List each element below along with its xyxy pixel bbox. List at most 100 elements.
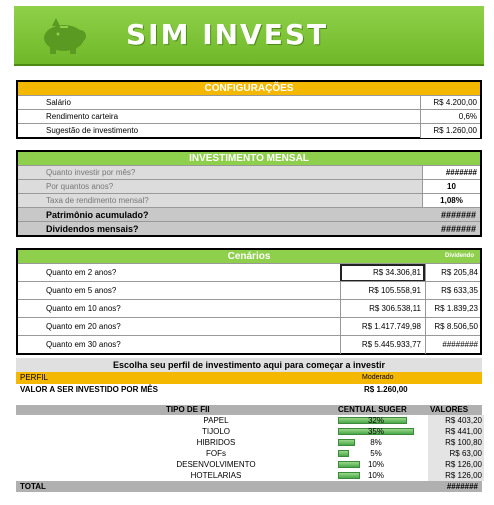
cenario-value-cell[interactable]: R$ 5.445.933,77 xyxy=(340,336,425,354)
cenario-dividendo-cell[interactable]: R$ 8.506,50 xyxy=(425,318,480,336)
cenario-dividendo-cell[interactable]: R$ 1.839,23 xyxy=(425,300,480,318)
fii-pct-bar-fill xyxy=(338,417,408,424)
fii-name: HOTELARIAS xyxy=(190,471,242,480)
cenario-value-cell[interactable]: R$ 306.538,11 xyxy=(340,300,425,318)
cenario-row: Quanto em 10 anos? R$ 306.538,11 R$ 1.83… xyxy=(18,299,480,318)
cenario-label: Quanto em 2 anos? xyxy=(46,268,117,277)
perfil-select[interactable]: Moderado xyxy=(362,374,394,381)
fii-pct-bar xyxy=(338,417,414,424)
patrimonio-value: ####### xyxy=(440,210,476,220)
invest-row: Dividendos mensais? ####### xyxy=(18,221,480,235)
perfil-row: PERFIL Moderado xyxy=(16,372,482,384)
fii-table: TIPO DE FII CENTUAL SUGER VALORES PAPEL 3… xyxy=(16,405,484,492)
invest-label: Por quantos anos? xyxy=(46,182,114,191)
investir-mes-cell[interactable]: ####### xyxy=(422,166,480,180)
fii-valor[interactable]: R$ 126,00 xyxy=(428,470,484,481)
config-label: Salário xyxy=(46,98,71,107)
config-label: Sugestão de investimento xyxy=(46,126,139,135)
perfil-section: Escolha seu perfil de investimento aqui … xyxy=(16,358,482,396)
piggy-bank-icon xyxy=(44,18,86,54)
fii-pct-bar xyxy=(338,439,414,446)
config-row-salario: Salário R$ 4.200,00 xyxy=(18,95,480,110)
app-banner: SIM INVEST xyxy=(14,6,484,66)
fii-pct: 35% xyxy=(367,427,384,436)
fii-name: FOFs xyxy=(206,449,226,458)
salario-cell[interactable]: R$ 4.200,00 xyxy=(420,96,480,110)
fii-col-pct: CENTUAL SUGER xyxy=(338,405,407,414)
fii-total-row: TOTAL ####### xyxy=(16,481,482,492)
cenario-value-cell[interactable]: R$ 105.558,91 xyxy=(340,282,425,300)
fii-pct: 8% xyxy=(370,438,382,447)
fii-pct-bar xyxy=(338,461,414,468)
cenario-row: Quanto em 5 anos? R$ 105.558,91 R$ 633,3… xyxy=(18,281,480,300)
cenarios-section: Cenários Dividendo Quanto em 2 anos? R$ … xyxy=(16,248,482,355)
fii-row: FOFs 5% R$ 63,00 xyxy=(16,448,484,459)
perfil-total-row: VALOR A SER INVESTIDO POR MÊS R$ 1.260,0… xyxy=(16,384,482,396)
fii-row: HIBRIDOS 8% R$ 100,80 xyxy=(16,437,484,448)
fii-valor[interactable]: R$ 403,20 xyxy=(428,415,484,426)
invest-row: Patrimônio acumulado? ####### xyxy=(18,207,480,221)
config-row-sugestao: Sugestão de investimento R$ 1.260,00 xyxy=(18,123,480,138)
sugestao-cell[interactable]: R$ 1.260,00 xyxy=(420,124,480,138)
cenarios-title: Cenários xyxy=(227,251,271,262)
dividendos-value: ####### xyxy=(440,224,476,234)
fii-col-valores: VALORES xyxy=(430,405,469,414)
cenario-row: Quanto em 2 anos? R$ 34.306,81 R$ 205,84 xyxy=(18,263,480,282)
cenario-dividendo-cell[interactable]: ######## xyxy=(425,336,480,354)
fii-name: HIBRIDOS xyxy=(196,438,236,447)
cenario-dividendo-cell[interactable]: R$ 633,35 xyxy=(425,282,480,300)
invest-section: INVESTIMENTO MENSAL Quanto investir por … xyxy=(16,150,482,237)
fii-row: PAPEL 32% R$ 403,20 xyxy=(16,415,484,426)
fii-pct-bar xyxy=(338,472,414,479)
fii-pct: 10% xyxy=(367,460,384,469)
fii-pct-bar-fill xyxy=(338,472,360,479)
fii-pct-bar xyxy=(338,428,414,435)
cenario-label: Quanto em 10 anos? xyxy=(46,304,121,313)
fii-pct-bar-fill xyxy=(338,428,414,435)
cenario-row: Quanto em 30 anos? R$ 5.445.933,77 #####… xyxy=(18,335,480,354)
taxa-cell[interactable]: 1,08% xyxy=(422,194,480,208)
fii-valor[interactable]: R$ 126,00 xyxy=(428,459,484,470)
fii-pct: 10% xyxy=(367,471,384,480)
app-title: SIM INVEST xyxy=(126,18,329,51)
fii-pct: 5% xyxy=(370,449,382,458)
fii-name: DESENVOLVIMENTO xyxy=(176,460,256,469)
cenario-dividendo-cell[interactable]: R$ 205,84 xyxy=(425,264,480,282)
invest-row: Quanto investir por mês? ####### xyxy=(18,165,480,180)
config-header: CONFIGURAÇÕES xyxy=(18,82,480,95)
fii-row: HOTELARIAS 10% R$ 126,00 xyxy=(16,470,484,481)
cenario-value-cell[interactable]: R$ 34.306,81 xyxy=(340,264,425,282)
fii-valor[interactable]: R$ 441,00 xyxy=(428,426,484,437)
invest-row: Por quantos anos? 10 xyxy=(18,179,480,194)
fii-row: TIJOLO 35% R$ 441,00 xyxy=(16,426,484,437)
config-section: CONFIGURAÇÕES Salário R$ 4.200,00 Rendim… xyxy=(16,80,482,139)
fii-total-value: ####### xyxy=(446,482,478,491)
invest-label: Patrimônio acumulado? xyxy=(46,210,149,220)
fii-total-label: TOTAL xyxy=(20,482,46,491)
cenario-value-cell[interactable]: R$ 1.417.749,98 xyxy=(340,318,425,336)
fii-pct-bar xyxy=(338,450,414,457)
config-label: Rendimento carteira xyxy=(46,112,119,121)
fii-pct-bar-fill xyxy=(338,450,349,457)
rendimento-cell[interactable]: 0,6% xyxy=(420,110,480,124)
fii-pct: 32% xyxy=(367,416,384,425)
invest-label: Quanto investir por mês? xyxy=(46,168,136,177)
fii-valor[interactable]: R$ 100,80 xyxy=(428,437,484,448)
fii-row: DESENVOLVIMENTO 10% R$ 126,00 xyxy=(16,459,484,470)
cenarios-header: Cenários Dividendo xyxy=(18,250,480,263)
fii-col-tipo: TIPO DE FII xyxy=(166,405,210,414)
fii-name: TIJOLO xyxy=(201,427,230,436)
fii-pct-bar-fill xyxy=(338,461,360,468)
cenario-row: Quanto em 20 anos? R$ 1.417.749,98 R$ 8.… xyxy=(18,317,480,336)
fii-header-row: TIPO DE FII CENTUAL SUGER VALORES xyxy=(16,405,482,415)
perfil-total-label: VALOR A SER INVESTIDO POR MÊS xyxy=(20,385,158,394)
cenario-label: Quanto em 30 anos? xyxy=(46,340,121,349)
dividendo-header: Dividendo xyxy=(444,253,474,259)
config-row-rendimento: Rendimento carteira 0,6% xyxy=(18,109,480,124)
cenario-label: Quanto em 5 anos? xyxy=(46,286,117,295)
invest-label: Taxa de rendimento mensal? xyxy=(46,196,149,205)
fii-pct-bar-fill xyxy=(338,439,356,446)
anos-cell[interactable]: 10 xyxy=(422,180,480,194)
fii-name: PAPEL xyxy=(203,416,229,425)
fii-valor[interactable]: R$ 63,00 xyxy=(428,448,484,459)
